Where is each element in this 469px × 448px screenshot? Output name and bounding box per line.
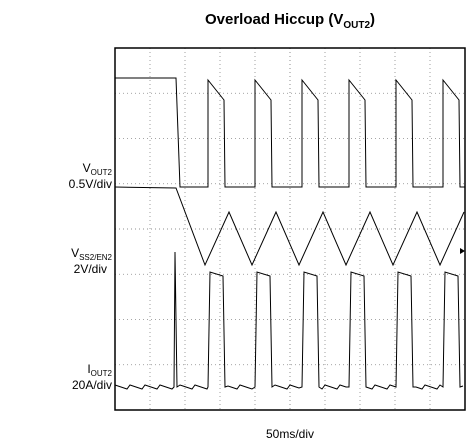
- ch3-scale: 20A/div: [72, 378, 112, 392]
- ch1-symbol: V: [83, 161, 91, 175]
- title-sub: OUT2: [343, 20, 370, 31]
- scope-frame: [114, 47, 466, 411]
- title-end: ): [370, 11, 375, 28]
- title: Overload Hiccup (VOUT2): [205, 11, 375, 31]
- ch1-sub: OUT2: [91, 168, 113, 177]
- ss-trace: [114, 186, 465, 267]
- ch2-label: VSS2/EN2: [71, 246, 112, 262]
- ch2-scale: 2V/div: [74, 262, 107, 276]
- ch3-symbol: I: [87, 362, 90, 376]
- ch3-label: IOUT2: [87, 362, 112, 378]
- title-main: Overload Hiccup (V: [205, 11, 343, 28]
- timebase: 50ms/div: [266, 427, 314, 441]
- vout-trace: [115, 77, 465, 188]
- ch2-sub: SS2/EN2: [79, 253, 112, 262]
- trigger-arrow: [460, 248, 465, 254]
- ch1-scale: 0.5V/div: [69, 177, 112, 191]
- ch2-symbol: V: [71, 246, 79, 260]
- ch3-sub: OUT2: [91, 369, 113, 378]
- ch1-label: VOUT2: [83, 161, 113, 177]
- iout-trace: [114, 251, 464, 390]
